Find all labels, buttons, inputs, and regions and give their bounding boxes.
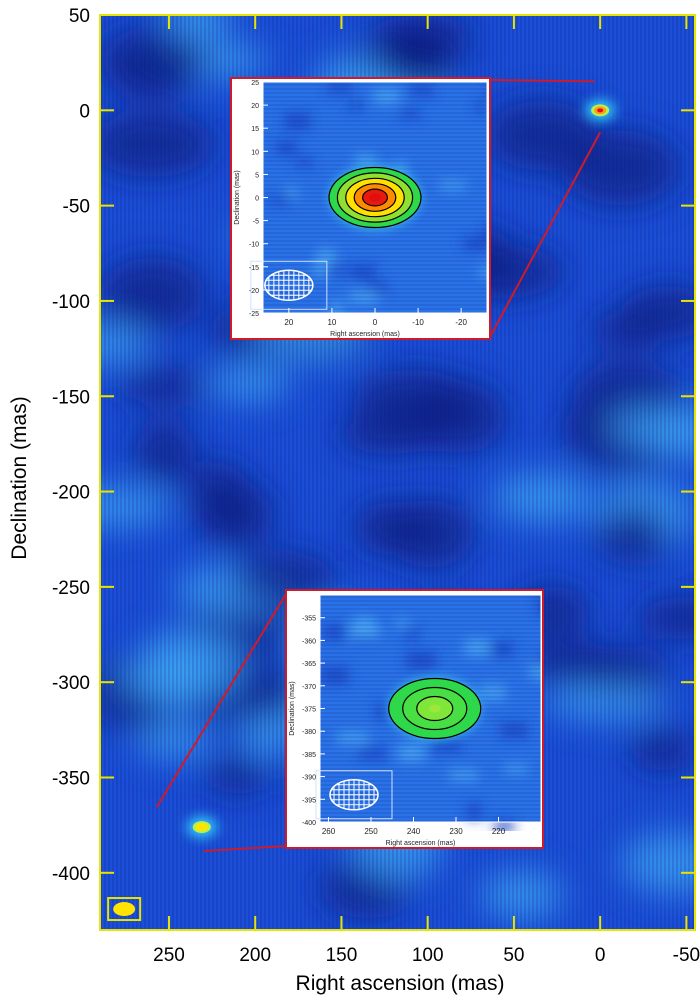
y-tick-label: -250 xyxy=(52,578,90,599)
inset-panel-2: 260 250 240 230 220 -355 -360 -365 -370 -375 -380 -… xyxy=(285,589,544,849)
inset-x-tick-label: 0 xyxy=(373,318,378,327)
y-tick-label: -50 xyxy=(63,197,90,218)
inset-y-tick-label: 15 xyxy=(251,126,259,133)
connector-line xyxy=(489,79,595,83)
inset-beam-box xyxy=(315,770,393,820)
inset-y-tick-label: -370 xyxy=(302,684,316,691)
inset-x-tick-label: 240 xyxy=(407,827,421,836)
inset-y-tick-label: -25 xyxy=(249,311,259,318)
inset-x-tick-label: 250 xyxy=(364,827,378,836)
inset-y-tick-label: -375 xyxy=(302,707,316,714)
x-tick-label: 150 xyxy=(326,945,358,966)
y-tick-label: -300 xyxy=(52,673,90,694)
x-tick-label: 50 xyxy=(503,945,524,966)
inset-y-tick-label: -5 xyxy=(253,219,259,226)
inset-image xyxy=(263,82,487,313)
x-tick-label: 0 xyxy=(595,945,606,966)
inset-y-tick-label: -10 xyxy=(249,242,259,249)
inset-beam xyxy=(264,269,314,302)
inset-y-tick-label: 10 xyxy=(251,149,259,156)
inset-x-axis-title: Right ascension (mas) xyxy=(330,331,400,338)
inset-x-tick-label: 20 xyxy=(284,318,293,327)
inset-y-tick-label: -380 xyxy=(302,729,316,736)
inset-image xyxy=(320,595,541,831)
inset-x-tick-label: 260 xyxy=(322,827,336,836)
source-core xyxy=(597,108,604,113)
inset-x-tick-label: 10 xyxy=(327,318,336,327)
x-tick-label: -50 xyxy=(673,945,700,966)
inset-y-axis-title: Declination (mas) xyxy=(289,681,296,735)
inset-panel-1: 20 10 0 -10 -20 25 20 15 10 5 0 -5 -10 -15 -20 -25 Right… xyxy=(230,77,491,340)
inset-beam xyxy=(329,779,379,811)
connector-line xyxy=(155,593,287,808)
beam-box xyxy=(107,897,142,922)
inset-y-tick-label: -20 xyxy=(249,288,259,295)
y-axis-title: Declination (mas) xyxy=(8,396,31,559)
inset-x-tick-label: 220 xyxy=(492,827,506,836)
inset-x-tick-label: -20 xyxy=(455,318,467,327)
inset-y-axis-title: Declination (mas) xyxy=(234,170,241,224)
beam-ellipse xyxy=(113,902,136,917)
inset-y-tick-label: -360 xyxy=(302,638,316,645)
inset-y-tick-label: 20 xyxy=(251,103,259,110)
y-tick-label: -400 xyxy=(52,864,90,885)
inset-source-peak xyxy=(369,193,381,202)
inset-source-peak xyxy=(428,704,441,713)
inset-noise-cell xyxy=(494,820,515,831)
inset-y-tick-label: 0 xyxy=(255,196,259,203)
inset-x-tick-label: -10 xyxy=(412,318,424,327)
connector-line xyxy=(203,845,287,853)
connector-line xyxy=(489,131,602,338)
y-tick-label: -350 xyxy=(52,769,90,790)
inset-x-axis-title: Right ascension (mas) xyxy=(386,840,456,847)
inset-x-tick-label: 230 xyxy=(449,827,463,836)
y-tick-label: 0 xyxy=(79,101,90,122)
inset-y-tick-label: -400 xyxy=(302,820,316,827)
x-tick-label: 250 xyxy=(153,945,185,966)
y-tick-label: -200 xyxy=(52,483,90,504)
inset-y-tick-label: -395 xyxy=(302,797,316,804)
main-frame xyxy=(99,14,696,931)
inset-y-tick-label: -390 xyxy=(302,775,316,782)
inset-y-tick-label: -365 xyxy=(302,661,316,668)
y-tick-label: -150 xyxy=(52,387,90,408)
inset-y-tick-label: -355 xyxy=(302,616,316,623)
x-tick-label: 100 xyxy=(412,945,444,966)
inset-y-tick-label: -385 xyxy=(302,752,316,759)
inset-y-tick-label: 5 xyxy=(255,172,259,179)
y-tick-label: 50 xyxy=(69,6,90,27)
x-tick-label: 200 xyxy=(239,945,271,966)
inset-y-tick-label: -15 xyxy=(249,265,259,272)
y-tick-label: -100 xyxy=(52,292,90,313)
inset-y-tick-label: 25 xyxy=(251,80,259,87)
source-2 xyxy=(195,823,208,832)
x-axis-title: Right ascension (mas) xyxy=(296,972,505,995)
